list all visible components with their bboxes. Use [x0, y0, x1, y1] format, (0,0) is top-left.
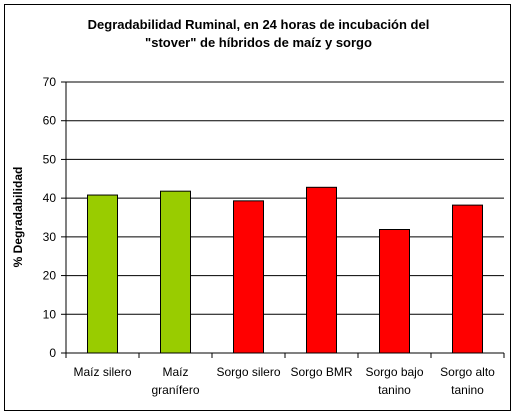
y-tick-label: 10 [43, 307, 57, 321]
y-tick-label: 20 [43, 269, 57, 283]
bar [306, 186, 337, 354]
x-tick-label: Sorgo silero [216, 365, 280, 379]
x-tick-label: Maíz [162, 365, 188, 379]
x-tick-label: tanino [451, 383, 484, 397]
x-tick-label: granífero [151, 383, 199, 397]
bar [452, 204, 483, 354]
x-tick-label: Maíz silero [73, 365, 131, 379]
x-tick-label: tanino [378, 383, 411, 397]
bar [160, 190, 191, 354]
bar [379, 229, 410, 354]
y-tick-label: 40 [43, 191, 57, 205]
y-axis-label: % Degradabilidad [11, 167, 25, 268]
y-tick-label: 70 [43, 75, 57, 89]
y-tick-label: 30 [43, 230, 57, 244]
x-tick-label: Sorgo bajo [365, 365, 423, 379]
y-tick-label: 50 [43, 152, 57, 166]
chart-title: Degradabilidad Ruminal, en 24 horas de i… [0, 16, 517, 52]
x-tick-label: Sorgo alto [440, 365, 495, 379]
x-tick-label: Sorgo BMR [290, 365, 352, 379]
chart-title-line-1: Degradabilidad Ruminal, en 24 horas de i… [87, 17, 430, 32]
chart-title-line-2: "stover" de híbridos de maíz y sorgo [145, 35, 372, 50]
y-tick-label: 60 [43, 114, 57, 128]
bar [233, 200, 264, 354]
y-tick-label: 0 [49, 346, 56, 360]
bar [87, 194, 118, 354]
